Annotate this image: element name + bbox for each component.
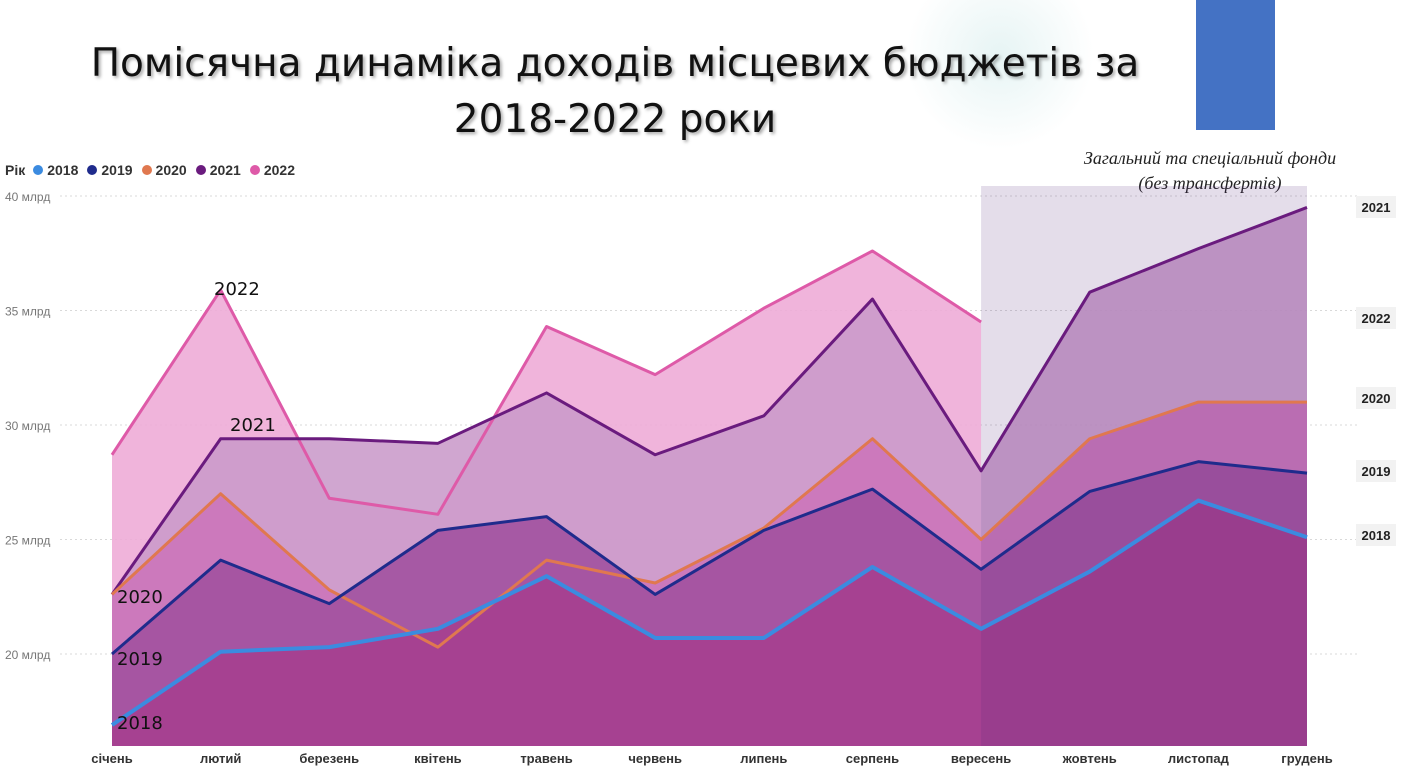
line-2018	[110, 498, 1308, 727]
x-tick-label: січень	[91, 751, 132, 766]
x-tick-label: листопад	[1168, 751, 1230, 766]
slide-subtitle: Загальний та спеціальний фонди (без тран…	[1030, 146, 1390, 196]
series-label-2022: 2022	[214, 279, 260, 300]
x-tick-label: лютий	[200, 751, 241, 766]
x-tick-label: серпень	[846, 751, 899, 766]
subtitle-line-2: (без трансфертів)	[1138, 173, 1282, 193]
end-label-box	[1356, 196, 1396, 218]
legend-label: 2020	[155, 162, 187, 178]
x-tick-label: березень	[299, 751, 359, 766]
legend-label: 2022	[263, 162, 296, 178]
background-glow	[905, 0, 1095, 150]
legend-label: 2021	[209, 162, 241, 178]
area-2018	[112, 500, 1307, 746]
series-label-2020: 2020	[117, 587, 163, 608]
x-tick-label: вересень	[951, 751, 1011, 766]
x-tick-label: червень	[628, 751, 682, 766]
accent-bar	[1196, 0, 1275, 130]
legend-dot	[33, 165, 44, 175]
line-2019	[111, 460, 1308, 656]
x-tick-label: квітень	[414, 751, 462, 766]
x-tick-label: грудень	[1281, 751, 1332, 766]
y-tick-label: 25 млрд	[5, 534, 50, 548]
y-tick-label: 20 млрд	[5, 648, 50, 662]
series-label-2019: 2019	[117, 649, 163, 670]
legend-item-2020[interactable]: 2020	[141, 162, 187, 178]
end-label-box	[1356, 524, 1396, 546]
legend-title: Рік	[5, 162, 26, 178]
end-label-2018: 2018	[1362, 528, 1391, 543]
subtitle-line-1: Загальний та спеціальний фонди	[1083, 148, 1337, 168]
end-label-2022: 2022	[1362, 311, 1391, 326]
title-line-2: 2018-2022 роки	[453, 97, 777, 142]
legend-dot	[249, 165, 260, 175]
y-tick-label: 40 млрд	[5, 190, 50, 204]
x-tick-label: липень	[740, 751, 787, 766]
end-label-2019: 2019	[1362, 464, 1391, 479]
legend-item-2022[interactable]: 2022	[249, 162, 296, 178]
end-label-box	[1356, 460, 1396, 482]
line-2022	[110, 249, 982, 516]
legend-label: 2018	[47, 162, 79, 178]
series-label-2021: 2021	[230, 415, 276, 436]
legend-item-2018[interactable]: 2018	[33, 162, 78, 178]
chart-legend: Рік 2018 2019 2020 2021 2022	[5, 160, 304, 180]
end-label-box	[1356, 387, 1396, 409]
line-2020	[110, 400, 1307, 649]
legend-dot	[87, 165, 98, 175]
y-tick-label: 30 млрд	[5, 419, 50, 433]
legend-item-2021[interactable]: 2021	[195, 162, 241, 178]
end-label-2021: 2021	[1362, 200, 1391, 215]
legend-item-2019[interactable]: 2019	[87, 162, 133, 178]
y-tick-label: 35 млрд	[5, 305, 50, 319]
slide-title: Помісячна динаміка доходів місцевих бюдж…	[40, 36, 1190, 148]
title-line-1: Помісячна динаміка доходів місцевих бюдж…	[90, 41, 1140, 86]
legend-label: 2019	[101, 162, 133, 178]
x-tick-label: жовтень	[1062, 751, 1117, 766]
end-label-2020: 2020	[1362, 391, 1391, 406]
series-label-2018: 2018	[117, 713, 163, 734]
end-label-box	[1356, 307, 1396, 329]
line-2021	[110, 206, 1308, 596]
legend-dot	[195, 165, 206, 175]
x-tick-label: травень	[520, 751, 572, 766]
legend-dot	[141, 165, 152, 175]
